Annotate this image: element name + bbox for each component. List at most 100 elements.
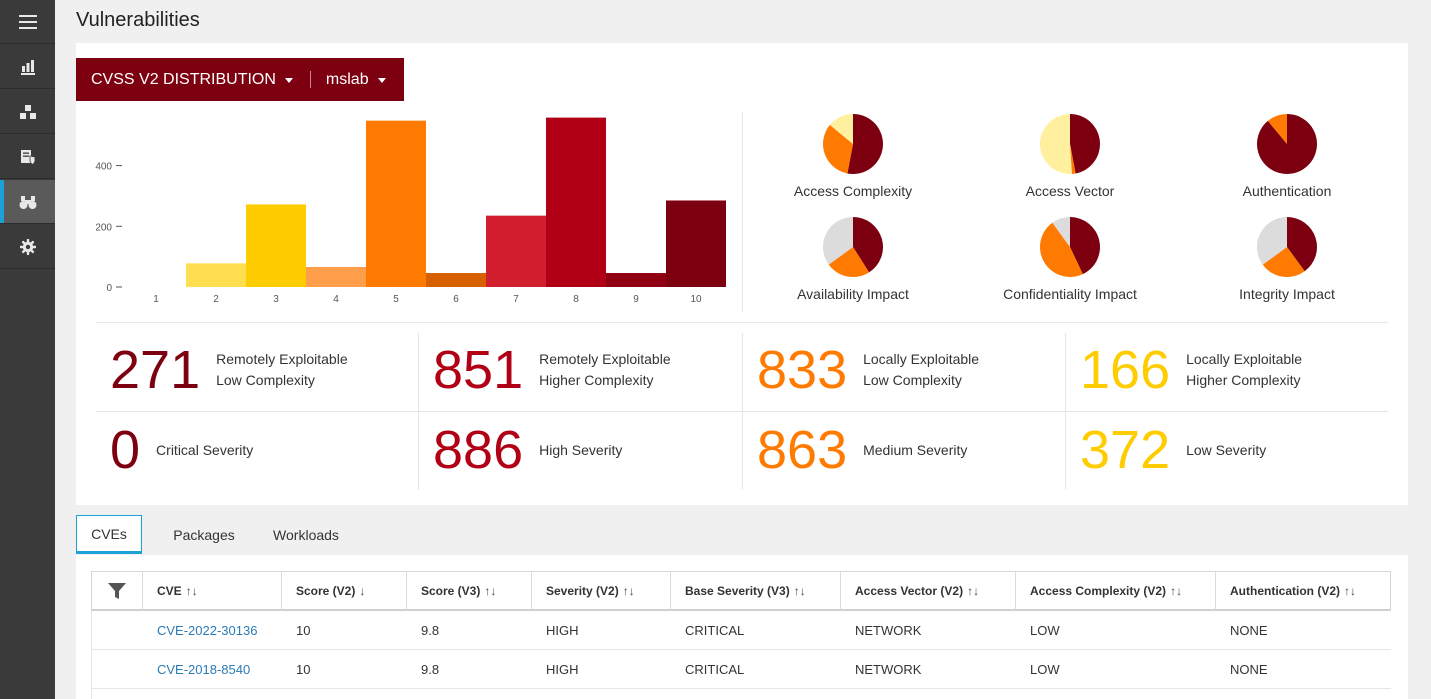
x-tick-label: 2	[213, 294, 219, 305]
column-header-base-severity-v3[interactable]: Base Severity (V3) ↑↓	[671, 572, 841, 610]
cell-access-complexity: LOW	[1030, 662, 1060, 677]
pie-label: Integrity Impact	[1239, 286, 1335, 302]
sort-icon: ↑↓	[1344, 584, 1356, 598]
scope-label: mslab	[325, 70, 369, 88]
filter-button[interactable]	[92, 572, 143, 610]
sort-icon: ↑↓	[484, 584, 497, 598]
sidebar-item-dashboard[interactable]	[0, 45, 55, 89]
column-header-severity-v2[interactable]: Severity (V2) ↑↓	[532, 572, 671, 610]
pie-chart	[1040, 217, 1100, 277]
stat-value: 372	[1080, 420, 1171, 480]
stat-local-low: 833 Locally Exploitable Low Complexity	[757, 343, 1013, 397]
cell-authentication: NONE	[1230, 623, 1268, 638]
cubes-icon	[19, 104, 36, 119]
pie-label: Authentication	[1242, 183, 1332, 199]
tab-packages[interactable]: Packages	[173, 526, 235, 543]
x-tick-label: 9	[633, 294, 639, 305]
stat-label: Remotely Exploitable	[539, 351, 671, 367]
stat-value: 863	[757, 420, 848, 480]
chart-divider	[742, 112, 743, 312]
bar-6	[426, 273, 486, 287]
menu-button[interactable]	[0, 0, 55, 44]
header-separator	[309, 71, 311, 88]
server-shield-icon	[20, 149, 35, 165]
tab-cves[interactable]: CVEs	[76, 515, 142, 554]
table-header: CVE ↑↓ Score (V2) ↓ Score (V3) ↑↓ Severity …	[91, 571, 1391, 611]
pie-label: Access Complexity	[793, 183, 913, 199]
stat-label: Low Complexity	[863, 372, 962, 388]
column-header-score-v3[interactable]: Score (V3) ↑↓	[407, 572, 532, 610]
gear-icon	[19, 238, 36, 255]
stat-label: High Severity	[539, 441, 623, 458]
stat-label: Locally Exploitable	[863, 351, 980, 367]
stat-value: 886	[433, 420, 524, 480]
pie-slice	[1070, 114, 1100, 174]
x-tick-label: 3	[273, 294, 279, 305]
cve-link[interactable]: CVE-2022-30136	[157, 623, 258, 638]
scope-dropdown[interactable]: mslab	[311, 71, 386, 89]
stat-remote-low: 271 Remotely Exploitable Low Complexity	[110, 343, 366, 397]
x-tick-label: 7	[513, 294, 519, 305]
table-row[interactable]	[91, 689, 1391, 699]
stat-low: 372 Low Severity	[1080, 423, 1336, 477]
page-title: Vulnerabilities	[76, 9, 200, 31]
cell-base-severity-v3: CRITICAL	[685, 662, 745, 677]
cve-link[interactable]: CVE-2018-8540	[157, 662, 251, 677]
sidebar-item-vulnerabilities[interactable]	[0, 180, 55, 224]
column-header-cve[interactable]: CVE ↑↓	[143, 572, 282, 610]
sidebar	[0, 0, 55, 699]
cvss-bar-chart: 0 200 400 1 2 3 4 5 6 7 8 9 10	[95, 117, 726, 305]
sidebar-item-inventory[interactable]	[0, 90, 55, 134]
pie-chart	[823, 114, 883, 174]
bar-5	[366, 120, 426, 288]
pie-label: Access Vector	[1025, 183, 1115, 199]
x-tick-label: 1	[153, 294, 159, 305]
pie-chart	[1040, 114, 1100, 174]
stat-critical: 0 Critical Severity	[110, 423, 306, 477]
pie-slice	[1257, 217, 1287, 265]
pie-slice	[1070, 217, 1100, 275]
cell-authentication: NONE	[1230, 662, 1268, 677]
cell-score-v3: 9.8	[421, 662, 440, 677]
binoculars-icon	[19, 195, 36, 209]
stat-value: 0	[110, 420, 141, 480]
stat-label: Locally Exploitable	[1186, 351, 1303, 367]
stat-label: Higher Complexity	[1186, 372, 1301, 388]
column-header-score-v2[interactable]: Score (V2) ↓	[282, 572, 407, 610]
x-tick-label: 10	[690, 294, 702, 305]
cell-severity-v2: HIGH	[546, 623, 579, 638]
pie-slice	[1287, 217, 1317, 272]
caret-down-icon	[284, 78, 293, 83]
sort-icon: ↑↓	[967, 584, 980, 598]
sidebar-item-settings[interactable]	[0, 225, 55, 269]
cell-score-v2: 10	[296, 623, 311, 638]
table-row[interactable]: CVE-2022-30136 10 9.8 HIGH CRITICAL NETW…	[91, 611, 1391, 650]
table-row[interactable]: CVE-2018-8540 10 9.8 HIGH CRITICAL NETWO…	[91, 650, 1391, 689]
sort-desc-icon: ↓	[359, 584, 366, 598]
column-header-access-vector[interactable]: Access Vector (V2) ↑↓	[841, 572, 1016, 610]
pie-slice	[828, 247, 870, 277]
pie-availability-impact: Availability Impact	[753, 216, 953, 302]
bar-8	[546, 117, 606, 287]
column-header-authentication[interactable]: Authentication (V2) ↑↓	[1230, 584, 1356, 598]
cell-access-vector: NETWORK	[855, 623, 922, 638]
column-header-access-complexity[interactable]: Access Complexity (V2) ↑↓	[1016, 572, 1216, 610]
sidebar-item-security[interactable]	[0, 135, 55, 179]
bar-7	[486, 215, 546, 287]
stat-value: 833	[757, 340, 848, 400]
bar-2	[186, 263, 246, 287]
tab-workloads[interactable]: Workloads	[273, 526, 339, 543]
pie-slice	[1040, 114, 1072, 174]
pie-slice	[847, 114, 883, 174]
sort-icon: ↑↓	[622, 584, 635, 598]
pie-integrity-impact: Integrity Impact	[1187, 216, 1387, 302]
bar-4	[306, 266, 366, 287]
pie-slice	[823, 124, 853, 174]
pie-slice	[853, 217, 883, 273]
filter-icon	[108, 583, 126, 599]
stat-label: Remotely Exploitable	[216, 351, 348, 367]
menu-icon	[18, 14, 37, 29]
bar-10	[666, 200, 726, 287]
pie-confidentiality-impact: Confidentiality Impact	[970, 216, 1170, 302]
distribution-dropdown[interactable]: CVSS V2 DISTRIBUTION	[76, 71, 293, 89]
